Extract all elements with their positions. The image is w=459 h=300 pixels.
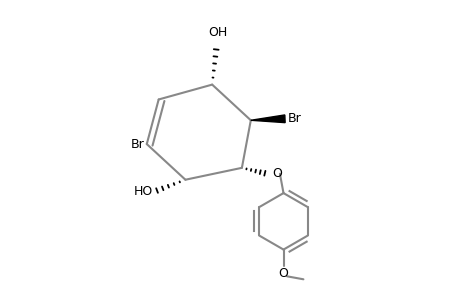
Text: OH: OH <box>208 26 227 38</box>
Text: O: O <box>272 167 282 180</box>
Text: Br: Br <box>287 112 301 125</box>
Text: O: O <box>278 267 288 280</box>
Text: Br: Br <box>130 138 144 151</box>
Polygon shape <box>250 115 285 123</box>
Text: HO: HO <box>133 185 152 198</box>
